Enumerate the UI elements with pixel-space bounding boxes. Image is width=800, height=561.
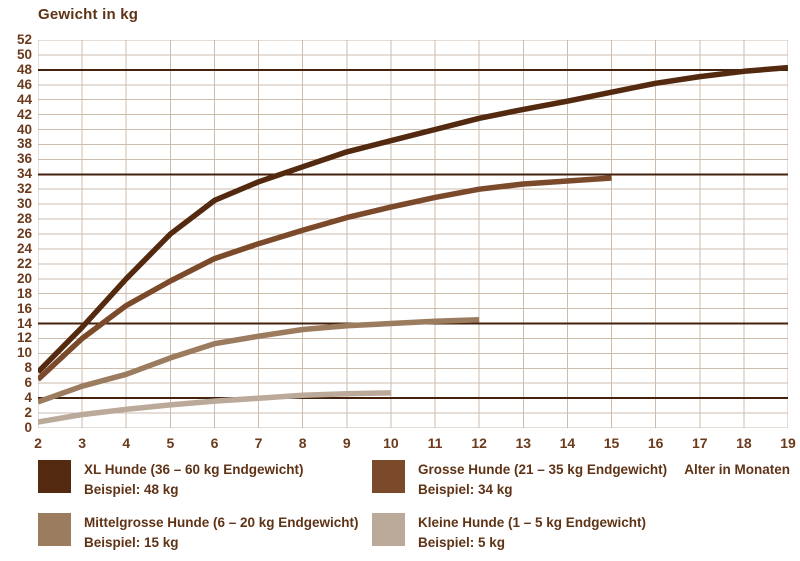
legend-label: Mittelgrosse Hunde (6 – 20 kg Endgewicht… xyxy=(84,515,359,530)
x-tick-label: 16 xyxy=(647,435,664,451)
y-tick-label: 46 xyxy=(16,76,32,92)
y-tick-label: 34 xyxy=(16,166,32,182)
y-tick-label: 4 xyxy=(24,390,32,406)
y-tick-label: 42 xyxy=(16,106,32,122)
x-tick-label: 8 xyxy=(298,435,307,451)
x-tick-label: 15 xyxy=(603,435,620,451)
chart-area xyxy=(36,39,789,429)
legend-swatch-kleine xyxy=(372,513,405,546)
legend-item-kleine-hunde: Kleine Hunde (1 – 5 kg Endgewicht) Beisp… xyxy=(372,513,646,553)
x-tick-label: 6 xyxy=(210,435,219,451)
y-tick-label: 6 xyxy=(24,375,32,391)
legend-swatch-xl xyxy=(38,460,71,493)
legend-swatch-mittelgrosse xyxy=(38,513,71,546)
legend-item-xl-hunde: XL Hunde (36 – 60 kg Endgewicht) Beispie… xyxy=(38,460,304,500)
y-tick-label: 52 xyxy=(16,32,32,47)
y-tick-label: 44 xyxy=(16,91,32,107)
chart-title: Gewicht in kg xyxy=(38,6,139,23)
x-tick-label: 19 xyxy=(780,435,796,451)
legend-item-mittelgrosse-hunde: Mittelgrosse Hunde (6 – 20 kg Endgewicht… xyxy=(38,513,359,553)
y-tick-label: 16 xyxy=(16,300,32,316)
legend-example: Beispiel: 5 kg xyxy=(418,535,506,550)
y-tick-label: 24 xyxy=(16,240,32,256)
legend-label: Kleine Hunde (1 – 5 kg Endgewicht) xyxy=(418,515,647,530)
x-tick-label: 10 xyxy=(383,435,399,451)
legend-swatch-grosse xyxy=(372,460,405,493)
y-tick-label: 32 xyxy=(16,181,32,197)
legend-label: XL Hunde (36 – 60 kg Endgewicht) xyxy=(84,462,304,477)
y-tick-label: 48 xyxy=(16,61,32,77)
legend-example: Beispiel: 48 kg xyxy=(84,482,179,497)
x-tick-label: 12 xyxy=(471,435,487,451)
y-tick-label: 14 xyxy=(16,315,32,331)
x-tick-label: 5 xyxy=(166,435,175,451)
y-tick-label: 10 xyxy=(16,345,32,361)
x-tick-label: 9 xyxy=(342,435,351,451)
y-tick-label: 40 xyxy=(16,121,32,137)
x-tick-label: 11 xyxy=(427,435,443,451)
x-tick-label: 13 xyxy=(515,435,532,451)
y-tick-label: 36 xyxy=(16,151,32,167)
y-tick-label: 26 xyxy=(16,226,32,241)
x-tick-label: 17 xyxy=(691,435,708,451)
x-tick-label: 4 xyxy=(122,435,131,451)
y-tick-label: 30 xyxy=(16,196,32,212)
y-tick-label: 2 xyxy=(24,405,32,421)
y-tick-label: 28 xyxy=(16,211,32,227)
legend-example: Beispiel: 34 kg xyxy=(418,482,513,497)
y-tick-label: 12 xyxy=(16,330,32,346)
y-tick-label: 50 xyxy=(16,46,32,62)
legend-item-grosse-hunde: Grosse Hunde (21 – 35 kg Endgewicht) Bei… xyxy=(372,460,667,500)
legend-example: Beispiel: 15 kg xyxy=(84,535,179,550)
y-tick-label: 8 xyxy=(24,360,32,376)
chart-plot xyxy=(36,39,789,429)
y-tick-label: 0 xyxy=(24,420,32,435)
x-tick-label: 7 xyxy=(254,435,263,451)
y-tick-label: 18 xyxy=(16,285,32,301)
legend-label: Grosse Hunde (21 – 35 kg Endgewicht) xyxy=(418,462,668,477)
y-tick-label: 38 xyxy=(16,136,32,152)
x-tick-label: 14 xyxy=(559,435,576,451)
y-tick-label: 22 xyxy=(16,255,32,271)
x-axis-label: Alter in Monaten xyxy=(684,462,790,477)
x-tick-label: 18 xyxy=(736,435,752,451)
y-tick-label: 20 xyxy=(16,270,32,286)
x-tick-label: 3 xyxy=(78,435,86,451)
x-tick-label: 2 xyxy=(34,435,42,451)
